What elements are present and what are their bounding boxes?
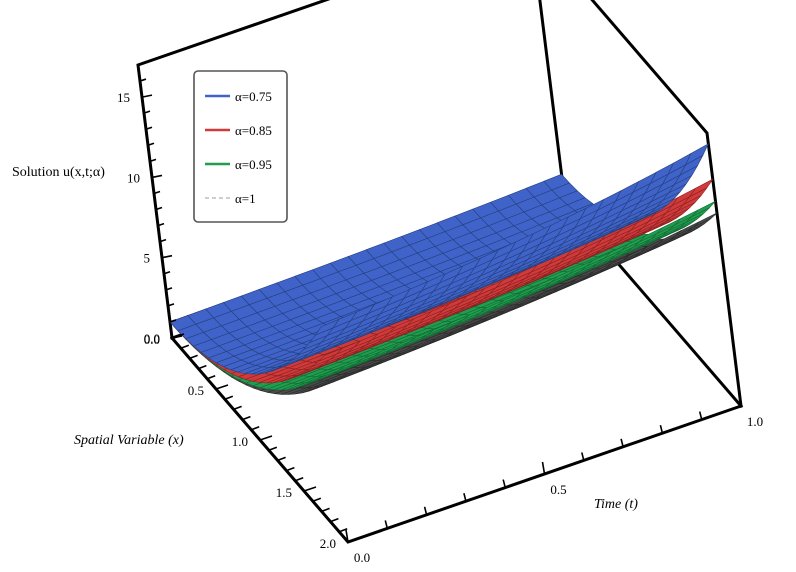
t-axis-title: Time (t) <box>594 497 638 512</box>
x-tick <box>312 497 322 502</box>
x-tick <box>233 405 242 411</box>
z-tick-label: 5 <box>144 251 151 266</box>
surfaces <box>169 143 718 395</box>
legend-label: α=0.85 <box>235 123 272 138</box>
t-tick <box>423 506 428 515</box>
x-tick <box>189 354 198 360</box>
t-tick <box>541 461 546 475</box>
z-tick <box>151 174 163 179</box>
surface-cell <box>314 318 340 336</box>
x-tick <box>268 446 278 451</box>
x-tick <box>250 426 260 431</box>
z-tick <box>163 271 171 275</box>
x-tick <box>294 477 304 482</box>
x-tick <box>303 486 317 492</box>
x-tick <box>206 375 216 380</box>
z-tick <box>141 94 153 98</box>
legend-box <box>193 70 288 223</box>
z-tick-label: 0.0 <box>144 331 160 346</box>
t-tick <box>463 493 467 502</box>
x-tick <box>277 456 286 462</box>
z-tick <box>157 222 165 227</box>
t-tick-label: 1.0 <box>747 414 763 429</box>
x-tick <box>180 344 190 349</box>
z-tick <box>139 78 147 82</box>
legend-label: α=0.95 <box>235 157 272 172</box>
x-tick-label: 0.0 <box>144 332 160 347</box>
t-tick-label: 0.5 <box>550 482 566 497</box>
x-tick <box>198 364 207 370</box>
z-tick <box>159 238 167 243</box>
t-tick-label: 0.0 <box>354 550 370 565</box>
z-tick <box>149 158 157 163</box>
t-tick <box>738 393 742 407</box>
z-tick <box>155 206 163 211</box>
x-tick <box>347 537 361 543</box>
t-tick <box>581 452 585 461</box>
z-tick <box>137 62 145 66</box>
z-tick <box>169 319 177 323</box>
x-tick-label: 1.0 <box>232 434 248 449</box>
z-tick-label: 10 <box>127 170 140 185</box>
x-tick <box>215 384 229 390</box>
x-tick <box>286 466 295 472</box>
z-tick-label: 15 <box>117 90 130 105</box>
x-axis-title: Spatial Variable (x) <box>74 433 184 448</box>
z-tick <box>161 254 173 259</box>
surface-α=0.75 <box>169 143 709 375</box>
z-tick <box>153 190 161 195</box>
surface-cell <box>318 347 343 362</box>
x-tick <box>242 415 251 421</box>
x-tick-label: 2.0 <box>320 536 336 551</box>
surface-cell <box>321 375 347 387</box>
x-tick <box>224 395 234 400</box>
surface-cell <box>691 200 716 217</box>
x-tick <box>338 528 348 533</box>
back-wall-edges <box>136 0 567 340</box>
z-tick <box>143 110 151 114</box>
legend-label: α=0.75 <box>235 89 272 104</box>
legend-label: α=1 <box>235 191 256 206</box>
surface-cell <box>320 365 345 378</box>
x-tick-label: 0.5 <box>188 383 204 398</box>
legend: α=0.75 α=0.85 α=0.95 α=1 <box>193 70 288 223</box>
z-tick <box>165 287 173 291</box>
x-tick <box>321 507 330 513</box>
t-tick <box>502 479 506 488</box>
z-axis-title: Solution u(x,t;α) <box>12 165 105 180</box>
t-tick <box>620 438 624 447</box>
x-tick <box>171 333 185 339</box>
z-tick <box>147 142 155 147</box>
t-tick <box>659 425 664 434</box>
right-wall-edges <box>590 0 743 408</box>
x-tick <box>259 435 273 441</box>
x-tick-label: 1.5 <box>276 485 292 500</box>
z-tick <box>167 303 175 307</box>
t-tick <box>345 529 349 543</box>
t-tick <box>698 411 703 420</box>
z-tick <box>145 126 153 130</box>
x-tick <box>330 517 339 523</box>
t-tick <box>384 520 389 529</box>
